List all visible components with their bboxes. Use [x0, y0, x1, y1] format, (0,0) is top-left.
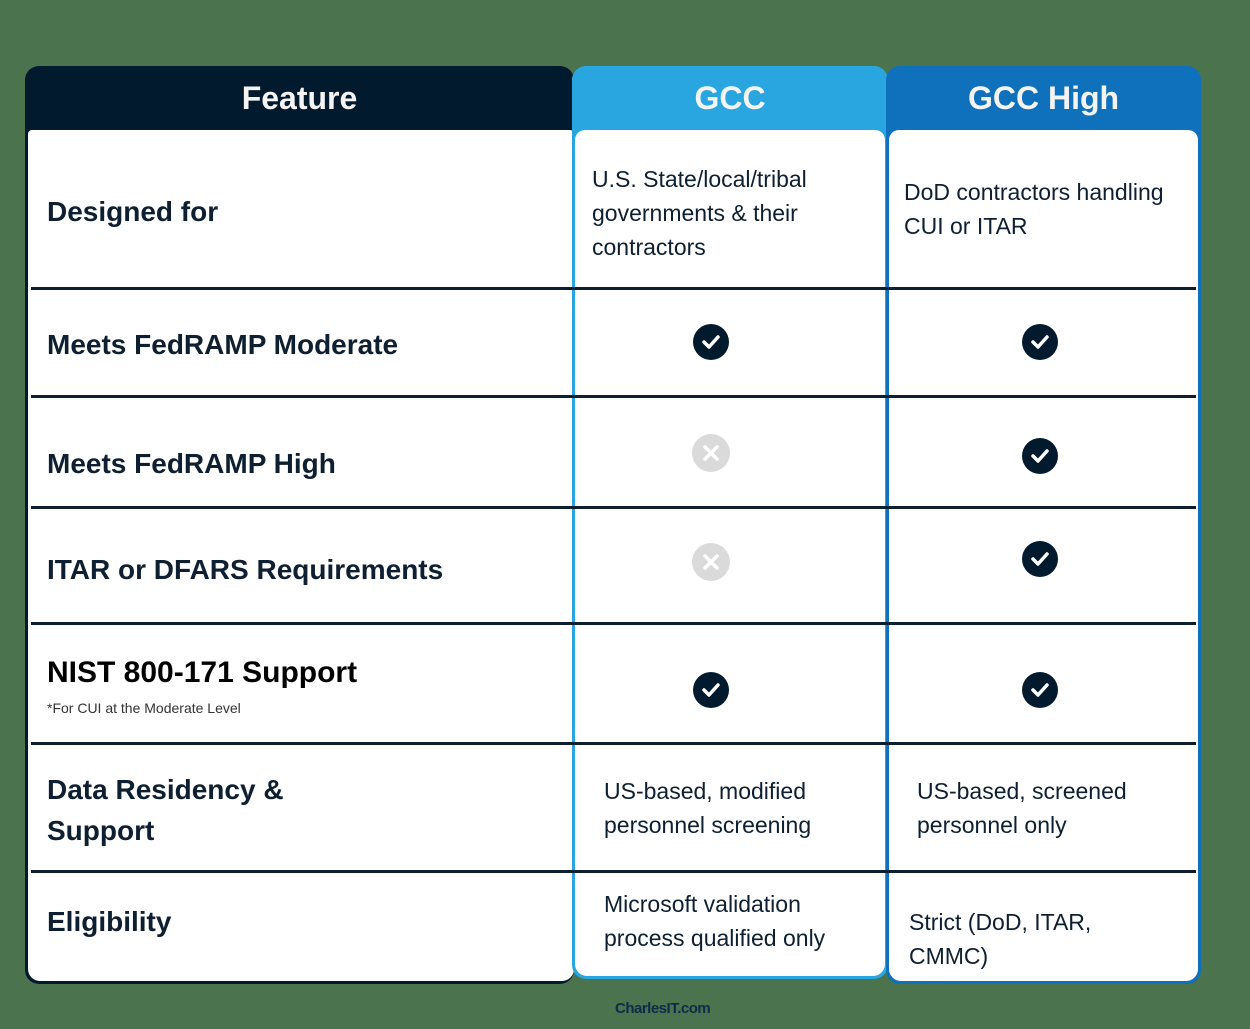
- feature-note: *For CUI at the Moderate Level: [47, 700, 241, 716]
- row-divider: [31, 287, 1196, 290]
- row-divider: [31, 622, 1196, 625]
- gcc-value: US-based, modified personnel screening: [604, 778, 812, 838]
- gcc-high-value: US-based, screened personnel only: [917, 778, 1127, 838]
- gcc-header: GCC: [694, 79, 766, 116]
- gcc-value: U.S. State/local/tribal governments & th…: [592, 166, 807, 260]
- cross-icon: [692, 543, 730, 581]
- row-divider: [31, 395, 1196, 398]
- check-icon: [1022, 324, 1058, 360]
- feature-label: Meets FedRAMP High: [47, 448, 336, 479]
- feature-column: Feature: [25, 66, 574, 984]
- check-icon: [693, 672, 729, 708]
- cross-icon: [692, 434, 730, 472]
- check-icon: [1022, 541, 1058, 577]
- row-divider: [31, 506, 1196, 509]
- gcc-high-value: Strict (DoD, ITAR, CMMC): [909, 909, 1092, 969]
- row-divider: [31, 742, 1196, 745]
- check-icon: [693, 324, 729, 360]
- feature-label: Meets FedRAMP Moderate: [47, 329, 399, 360]
- feature-label: NIST 800-171 Support: [47, 656, 358, 689]
- row-divider: [31, 870, 1196, 873]
- gcc-column: GCC: [572, 66, 888, 979]
- gcc-high-column: GCC High: [886, 66, 1201, 984]
- check-icon: [1022, 672, 1058, 708]
- feature-header: Feature: [241, 79, 358, 116]
- gcc-high-value: DoD contractors handling CUI or ITAR: [904, 179, 1164, 239]
- feature-label: Designed for: [47, 196, 219, 227]
- check-icon: [1022, 438, 1058, 474]
- feature-label: Data Residency & Support: [47, 774, 284, 846]
- feature-label: ITAR or DFARS Requirements: [47, 554, 444, 585]
- feature-label: Eligibility: [47, 906, 172, 937]
- footer-brand: CharlesIT.com: [615, 1000, 711, 1017]
- gcc-high-header: GCC High: [967, 79, 1120, 116]
- gcc-value: Microsoft validation process qualified o…: [604, 891, 826, 951]
